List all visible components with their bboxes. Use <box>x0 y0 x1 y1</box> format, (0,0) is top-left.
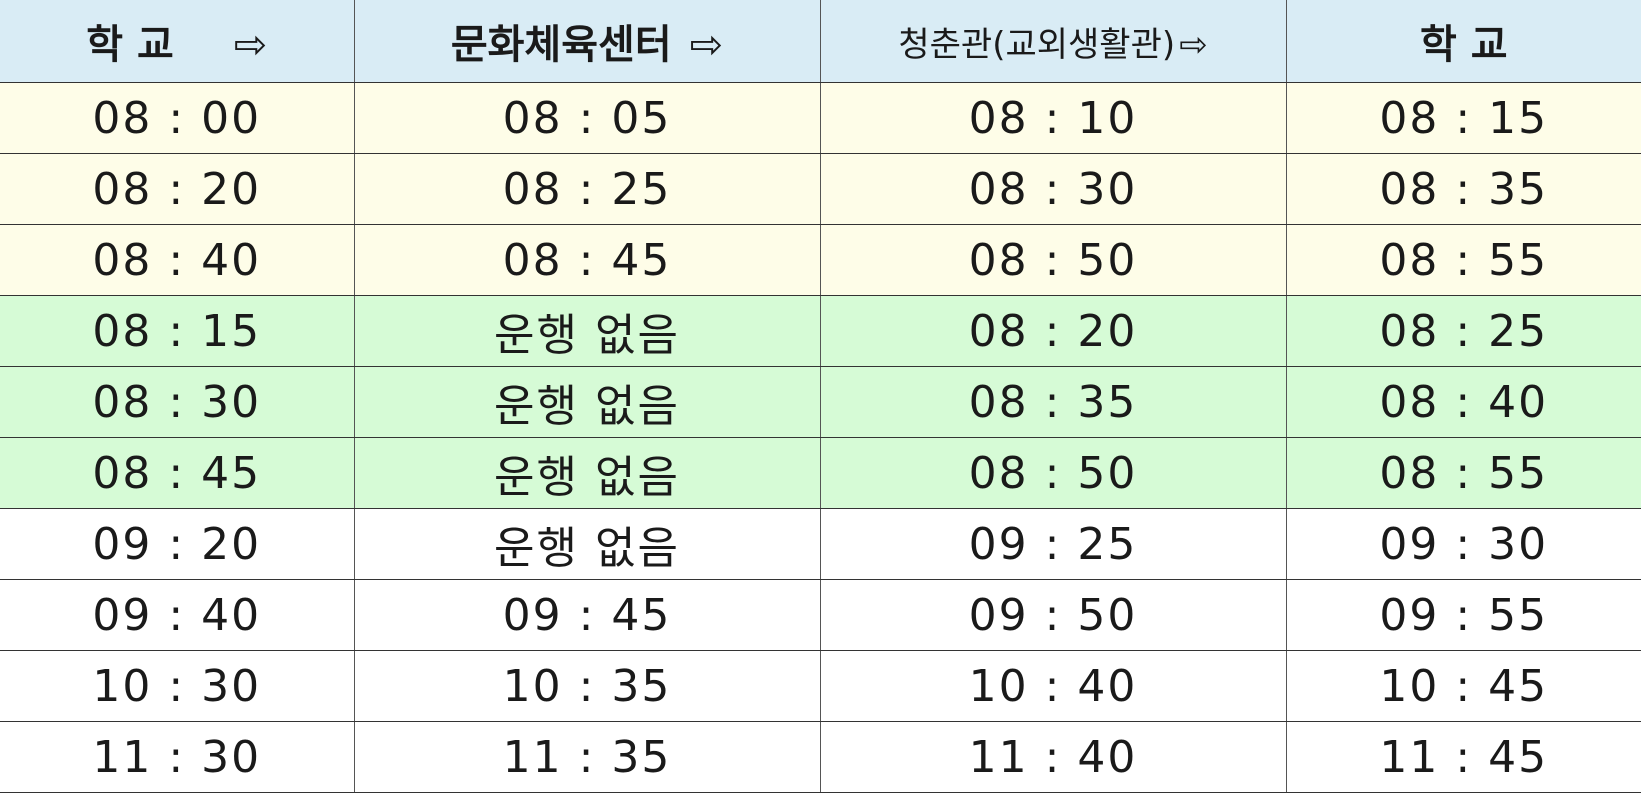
time-culture-sports-center: 운행 없음 <box>353 366 821 438</box>
time-school-departure: 09 : 40 <box>0 579 355 651</box>
time-culture-sports-center: 10 : 35 <box>353 650 821 722</box>
time-school-arrival: 08 : 15 <box>1285 82 1641 154</box>
header-cheongchun-hall: 청춘관(교외생활관) ⇨ <box>819 0 1287 83</box>
time-school-arrival: 09 : 30 <box>1285 508 1641 580</box>
right-arrow-icon: ⇨ <box>233 22 268 68</box>
table-row: 09 : 40 09 : 45 09 : 50 09 : 55 <box>0 579 1641 651</box>
time-school-arrival: 08 : 55 <box>1285 224 1641 296</box>
time-school-departure: 08 : 15 <box>0 295 355 367</box>
time-school-arrival: 09 : 55 <box>1285 579 1641 651</box>
time-culture-sports-center: 11 : 35 <box>353 721 821 793</box>
time-school-departure: 08 : 45 <box>0 437 355 509</box>
time-culture-sports-center: 운행 없음 <box>353 295 821 367</box>
table-row: 11 : 30 11 : 35 11 : 40 11 : 45 <box>0 721 1641 793</box>
table-row: 09 : 20 운행 없음 09 : 25 09 : 30 <box>0 508 1641 580</box>
table-row: 08 : 00 08 : 05 08 : 10 08 : 15 <box>0 82 1641 154</box>
table-row: 08 : 15 운행 없음 08 : 20 08 : 25 <box>0 295 1641 367</box>
time-school-departure: 09 : 20 <box>0 508 355 580</box>
header-label: 청춘관(교외생활관) <box>898 24 1176 65</box>
time-cheongchun-hall: 08 : 20 <box>819 295 1287 367</box>
table-row: 08 : 45 운행 없음 08 : 50 08 : 55 <box>0 437 1641 509</box>
time-cheongchun-hall: 08 : 10 <box>819 82 1287 154</box>
header-label: 학 교 <box>1419 22 1508 68</box>
time-cheongchun-hall: 08 : 50 <box>819 437 1287 509</box>
table-row: 08 : 20 08 : 25 08 : 30 08 : 35 <box>0 153 1641 225</box>
right-arrow-icon: ⇨ <box>1179 24 1208 65</box>
time-school-departure: 08 : 30 <box>0 366 355 438</box>
time-culture-sports-center: 운행 없음 <box>353 508 821 580</box>
header-school-departure: 학 교 ⇨ <box>0 0 355 83</box>
time-cheongchun-hall: 08 : 35 <box>819 366 1287 438</box>
right-arrow-icon: ⇨ <box>689 22 724 68</box>
time-school-arrival: 11 : 45 <box>1285 721 1641 793</box>
time-school-arrival: 08 : 25 <box>1285 295 1641 367</box>
time-culture-sports-center: 08 : 45 <box>353 224 821 296</box>
time-cheongchun-hall: 09 : 25 <box>819 508 1287 580</box>
time-school-arrival: 08 : 35 <box>1285 153 1641 225</box>
time-cheongchun-hall: 11 : 40 <box>819 721 1287 793</box>
time-school-departure: 11 : 30 <box>0 721 355 793</box>
table-row: 08 : 40 08 : 45 08 : 50 08 : 55 <box>0 224 1641 296</box>
header-culture-sports-center: 문화체육센터 ⇨ <box>353 0 821 83</box>
header-label: 문화체육센터 <box>450 22 672 68</box>
time-school-departure: 08 : 40 <box>0 224 355 296</box>
time-school-arrival: 08 : 55 <box>1285 437 1641 509</box>
table-row: 10 : 30 10 : 35 10 : 40 10 : 45 <box>0 650 1641 722</box>
time-culture-sports-center: 08 : 25 <box>353 153 821 225</box>
header-school-arrival: 학 교 <box>1285 0 1641 83</box>
time-school-departure: 10 : 30 <box>0 650 355 722</box>
header-row: 학 교 ⇨ 문화체육센터 ⇨ 청춘관(교외생활관) ⇨ 학 교 <box>0 0 1641 83</box>
header-label: 학 교 <box>86 22 174 68</box>
time-cheongchun-hall: 08 : 50 <box>819 224 1287 296</box>
time-school-departure: 08 : 20 <box>0 153 355 225</box>
time-school-departure: 08 : 00 <box>0 82 355 154</box>
time-cheongchun-hall: 09 : 50 <box>819 579 1287 651</box>
time-cheongchun-hall: 10 : 40 <box>819 650 1287 722</box>
time-school-arrival: 10 : 45 <box>1285 650 1641 722</box>
time-cheongchun-hall: 08 : 30 <box>819 153 1287 225</box>
time-culture-sports-center: 08 : 05 <box>353 82 821 154</box>
table-row: 08 : 30 운행 없음 08 : 35 08 : 40 <box>0 366 1641 438</box>
time-school-arrival: 08 : 40 <box>1285 366 1641 438</box>
time-culture-sports-center: 09 : 45 <box>353 579 821 651</box>
time-culture-sports-center: 운행 없음 <box>353 437 821 509</box>
